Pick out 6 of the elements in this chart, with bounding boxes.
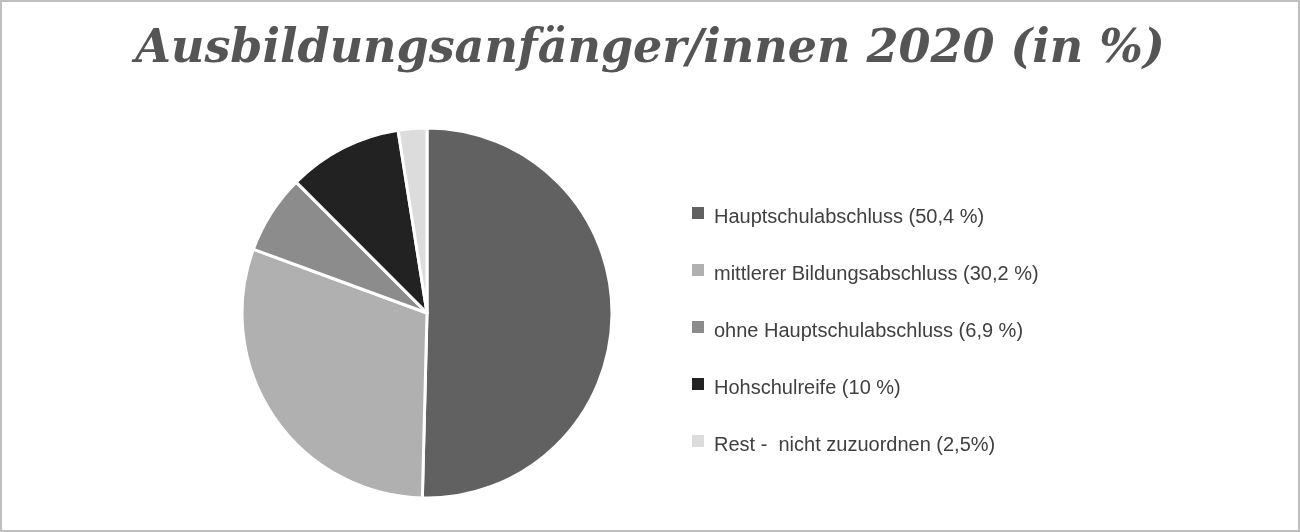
legend-label: mittlerer Bildungsabschluss (30,2 %) <box>714 262 1039 285</box>
legend-label: ohne Hauptschulabschluss (6,9 %) <box>714 319 1024 342</box>
legend-label: Hauptschulabschluss (50,4 %) <box>714 205 985 228</box>
chart-title: Ausbildungsanfänger/innen 2020 (in %) <box>131 19 1165 73</box>
legend-label: Hohschulreife (10 %) <box>714 376 901 399</box>
legend-label: Rest - nicht zuzuordnen (2,5%) <box>714 433 996 456</box>
